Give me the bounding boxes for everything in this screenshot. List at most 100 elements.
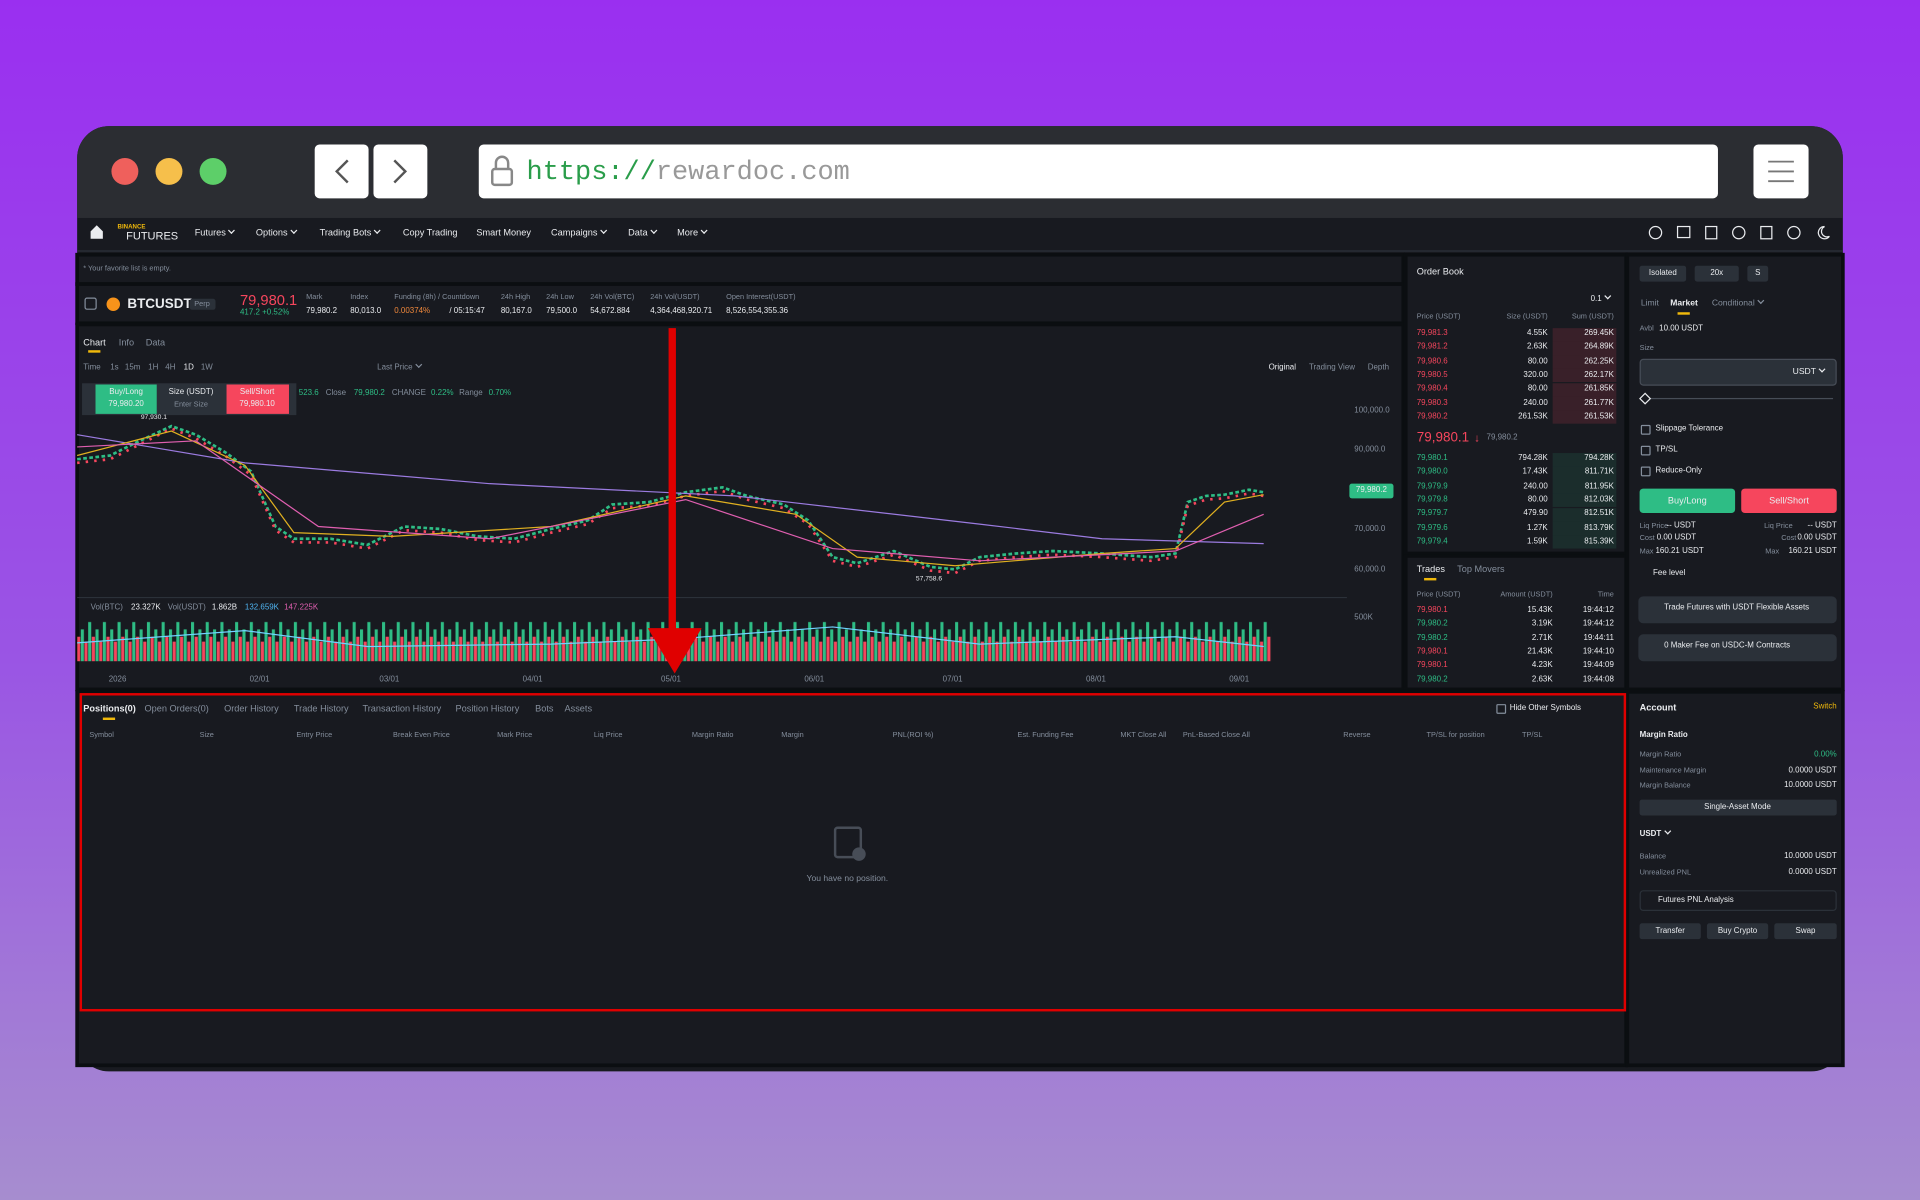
- chart-view[interactable]: Trading View: [1308, 363, 1355, 372]
- interval[interactable]: 4H: [165, 363, 176, 372]
- nav-item[interactable]: Smart Money: [476, 226, 531, 238]
- chart-tab[interactable]: Chart: [83, 337, 106, 349]
- price-type[interactable]: Last Price: [377, 364, 421, 373]
- interval[interactable]: 1s: [110, 363, 119, 372]
- depth-bar: [1552, 535, 1617, 549]
- nav-item[interactable]: Futures: [195, 228, 235, 237]
- interval[interactable]: 1H: [148, 363, 159, 372]
- stat-value: 79,980.2: [306, 307, 338, 316]
- switch[interactable]: Switch: [1813, 702, 1837, 712]
- position-tab[interactable]: Position History: [455, 703, 520, 715]
- volume-legend: Vol(USDT): [167, 603, 206, 612]
- interval[interactable]: 1W: [200, 363, 213, 372]
- empty-icon-dot: [852, 847, 866, 861]
- url-scheme: https://: [526, 156, 656, 188]
- book-cell: 2.63K: [1526, 342, 1548, 352]
- url-bar[interactable]: [478, 144, 1718, 199]
- size-unit[interactable]: USDT: [1793, 368, 1825, 377]
- forward-button[interactable]: [373, 144, 428, 199]
- zoom-dot[interactable]: [199, 157, 227, 185]
- column-header: Margin Ratio: [691, 732, 734, 740]
- account-button[interactable]: [1774, 923, 1837, 940]
- position-tab[interactable]: Positions(0): [83, 703, 136, 715]
- interval[interactable]: 15m: [124, 363, 141, 372]
- hide-other: Hide Other Symbols: [1509, 703, 1582, 713]
- trade-cell: 15.43K: [1527, 605, 1553, 615]
- date-label: 06/01: [804, 675, 825, 685]
- column-header: Est. Funding Fee: [1017, 732, 1074, 740]
- book-cell: 79,979.8: [1416, 495, 1448, 505]
- interval[interactable]: 1D: [183, 363, 194, 372]
- pnl-box[interactable]: [1639, 890, 1837, 912]
- close-dot[interactable]: [111, 157, 139, 185]
- nav-item[interactable]: Data: [628, 228, 656, 237]
- trades-tab[interactable]: Top Movers: [1457, 563, 1505, 575]
- account-button-label: Transfer: [1655, 926, 1685, 936]
- chart-view[interactable]: Original: [1268, 363, 1297, 372]
- date-label: 09/01: [1229, 675, 1250, 685]
- position-tab[interactable]: Assets: [564, 703, 593, 715]
- position-tab[interactable]: Transaction History: [362, 703, 442, 715]
- info-label: Max: [1639, 548, 1654, 556]
- nav-item[interactable]: More: [677, 228, 707, 237]
- order-type[interactable]: Conditional: [1712, 299, 1763, 308]
- book-cell: 264.89K: [1584, 342, 1614, 352]
- sell-button[interactable]: [1741, 488, 1837, 514]
- info-value: 0.00 USDT: [1656, 533, 1697, 543]
- order-type[interactable]: Market: [1670, 299, 1698, 308]
- book-cell: 79,980.2: [1416, 412, 1448, 421]
- slider-track[interactable]: [1646, 397, 1834, 400]
- mode-button[interactable]: [1747, 265, 1769, 282]
- chart-tab[interactable]: Info: [118, 337, 135, 349]
- nav-item[interactable]: Options: [256, 228, 296, 237]
- book-cell: 794.28K: [1518, 453, 1548, 463]
- minimize-dot[interactable]: [155, 157, 183, 185]
- promo-card[interactable]: [1638, 634, 1837, 662]
- position-tab[interactable]: Open Orders(0): [144, 703, 209, 715]
- order-type[interactable]: Limit: [1640, 299, 1659, 308]
- mode-button[interactable]: [1639, 799, 1837, 816]
- nav-item[interactable]: Copy Trading: [402, 226, 458, 238]
- position-tab[interactable]: Bots: [535, 703, 554, 715]
- price-axis-label: 100,000.0: [1354, 406, 1390, 415]
- book-cell: 79,979.6: [1416, 523, 1448, 532]
- account-button[interactable]: [1706, 923, 1769, 940]
- volume-legend: Vol(BTC): [90, 603, 123, 612]
- precision[interactable]: 0.1: [1591, 295, 1611, 304]
- buy-button[interactable]: [1639, 488, 1736, 514]
- quick-buy[interactable]: [95, 384, 157, 414]
- checkbox[interactable]: [1640, 466, 1651, 477]
- info-value: 160.21 USDT: [1655, 547, 1704, 556]
- mode-label: Isolated: [1648, 269, 1677, 278]
- chart-tab[interactable]: Data: [145, 337, 166, 349]
- mode-button[interactable]: [1639, 265, 1687, 282]
- nav-icons: [1648, 225, 1830, 240]
- quick-size-hint: Enter Size: [174, 401, 208, 409]
- book-cell: 794.28K: [1584, 453, 1614, 463]
- depth-bar: [1552, 480, 1617, 494]
- checkbox[interactable]: [1640, 445, 1651, 456]
- trades-tab[interactable]: Trades: [1416, 563, 1445, 575]
- position-tab[interactable]: Trade History: [293, 703, 349, 715]
- star-icon[interactable]: [84, 297, 97, 310]
- trade-cell: 3.19K: [1531, 619, 1553, 629]
- book-cell: 262.17K: [1584, 370, 1614, 380]
- checkbox[interactable]: [1496, 704, 1507, 714]
- checkbox[interactable]: [1640, 424, 1651, 435]
- chart-view[interactable]: Depth: [1367, 363, 1390, 372]
- quick-sell[interactable]: [226, 384, 289, 414]
- depth-bar: [1552, 355, 1617, 369]
- interval[interactable]: Time: [83, 363, 101, 372]
- home-icon[interactable]: [90, 225, 103, 239]
- position-tab[interactable]: Order History: [224, 703, 279, 715]
- back-button[interactable]: [314, 144, 369, 199]
- promo-card[interactable]: [1638, 596, 1837, 624]
- account-button[interactable]: [1639, 923, 1701, 940]
- nav-item[interactable]: Trading Bots: [320, 228, 380, 237]
- tab-indicator: [88, 350, 101, 353]
- info-label: Cost: [1781, 535, 1797, 543]
- nav-item[interactable]: Campaigns: [551, 228, 606, 237]
- mode-button[interactable]: [1694, 265, 1739, 282]
- trade-cell: 2.71K: [1531, 633, 1553, 643]
